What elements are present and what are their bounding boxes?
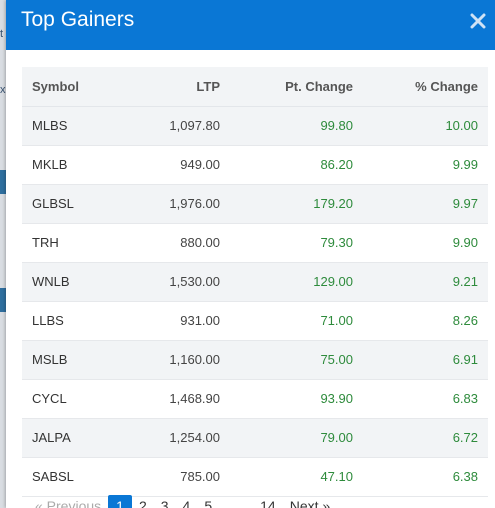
cell-pt-change: 179.20 [230,184,363,224]
cell-pct-change: 9.97 [363,184,488,224]
cell-pt-change: 79.00 [230,418,363,458]
cell-symbol: TRH [22,223,126,263]
cell-symbol: MSLB [22,340,126,380]
pagination-page-1[interactable]: 1 [108,495,132,508]
cell-symbol: LLBS [22,301,126,341]
gainers-table: Symbol LTP Pt. Change % Change MLBS 1,097… [22,67,488,497]
cell-pt-change: 86.20 [230,145,363,185]
table-row[interactable]: TRH 880.00 79.30 9.90 [22,223,488,263]
column-header-symbol[interactable]: Symbol [22,67,126,107]
modal-header: Top Gainers [6,0,495,50]
table-header-row: Symbol LTP Pt. Change % Change [22,67,488,107]
cell-pct-change: 6.38 [363,457,488,497]
column-header-pt-change[interactable]: Pt. Change [230,67,363,107]
column-header-pct-change[interactable]: % Change [363,67,488,107]
pagination: « Previous 1 2 3 4 5 14 Next » [28,495,337,508]
pagination-next[interactable]: Next » [289,498,331,508]
cell-pct-change: 9.90 [363,223,488,263]
cell-symbol: MLBS [22,106,126,146]
background-text-fragment: x. [0,84,6,96]
cell-pt-change: 75.00 [230,340,363,380]
background-text-fragment: t [0,28,4,40]
pagination-page-4[interactable]: 4 [182,498,191,508]
cell-symbol: JALPA [22,418,126,458]
pagination-previous[interactable]: « Previous [35,498,102,508]
pagination-page-2[interactable]: 2 [138,498,147,508]
modal-body: Symbol LTP Pt. Change % Change MLBS 1,097… [6,50,495,497]
cell-ltp: 931.00 [126,301,230,341]
pagination-page-3[interactable]: 3 [160,498,169,508]
cell-pct-change: 6.83 [363,379,488,419]
cell-ltp: 1,530.00 [126,262,230,302]
cell-pt-change: 71.00 [230,301,363,341]
background-strip [0,288,6,312]
background-page: x. t [0,0,10,508]
close-icon [470,13,486,29]
cell-pt-change: 47.10 [230,457,363,497]
cell-pt-change: 93.90 [230,379,363,419]
table-row[interactable]: GLBSL 1,976.00 179.20 9.97 [22,184,488,224]
top-gainers-modal: Top Gainers Symbol LTP Pt. Change % Chan… [6,0,495,508]
cell-pct-change: 10.00 [363,106,488,146]
table-row[interactable]: JALPA 1,254.00 79.00 6.72 [22,418,488,458]
cell-ltp: 1,097.80 [126,106,230,146]
cell-pct-change: 9.99 [363,145,488,185]
table-row[interactable]: MSLB 1,160.00 75.00 6.91 [22,340,488,380]
cell-ltp: 949.00 [126,145,230,185]
cell-pct-change: 6.72 [363,418,488,458]
cell-ltp: 880.00 [126,223,230,263]
pagination-page-last[interactable]: 14 [260,498,276,508]
cell-symbol: MKLB [22,145,126,185]
table-row[interactable]: MLBS 1,097.80 99.80 10.00 [22,106,488,146]
cell-pt-change: 79.30 [230,223,363,263]
cell-pt-change: 129.00 [230,262,363,302]
cell-symbol: GLBSL [22,184,126,224]
column-header-ltp[interactable]: LTP [126,67,230,107]
cell-pt-change: 99.80 [230,106,363,146]
table-row[interactable]: SABSL 785.00 47.10 6.38 [22,457,488,497]
table-row[interactable]: CYCL 1,468.90 93.90 6.83 [22,379,488,419]
table-row[interactable]: WNLB 1,530.00 129.00 9.21 [22,262,488,302]
background-strip [0,170,6,194]
table-row[interactable]: LLBS 931.00 71.00 8.26 [22,301,488,341]
modal-title: Top Gainers [21,8,135,31]
cell-pct-change: 6.91 [363,340,488,380]
cell-pct-change: 9.21 [363,262,488,302]
cell-ltp: 1,254.00 [126,418,230,458]
close-button[interactable] [463,6,493,36]
cell-ltp: 1,976.00 [126,184,230,224]
cell-symbol: SABSL [22,457,126,497]
cell-ltp: 1,160.00 [126,340,230,380]
cell-ltp: 1,468.90 [126,379,230,419]
pagination-page-5[interactable]: 5 [204,498,213,508]
table-row[interactable]: MKLB 949.00 86.20 9.99 [22,145,488,185]
cell-pct-change: 8.26 [363,301,488,341]
cell-symbol: CYCL [22,379,126,419]
cell-ltp: 785.00 [126,457,230,497]
cell-symbol: WNLB [22,262,126,302]
